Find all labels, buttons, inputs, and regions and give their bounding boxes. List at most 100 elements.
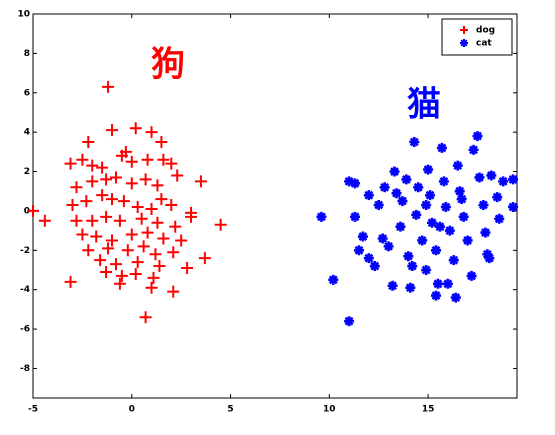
point <box>141 153 154 166</box>
point <box>383 241 394 252</box>
point <box>76 228 89 241</box>
point <box>66 199 79 212</box>
point <box>171 169 184 182</box>
point <box>64 157 77 170</box>
point <box>86 175 99 188</box>
point <box>409 137 420 147</box>
point <box>373 200 384 211</box>
point <box>165 157 178 170</box>
point <box>82 136 95 148</box>
point <box>417 235 428 246</box>
point <box>363 190 374 201</box>
x-tick-label: -5 <box>28 405 38 415</box>
x-tick-label: 15 <box>422 405 435 415</box>
point <box>38 214 51 227</box>
x-tick-label: 0 <box>129 405 135 415</box>
point <box>129 267 142 280</box>
point <box>115 149 128 162</box>
point <box>157 153 170 166</box>
point <box>458 211 469 222</box>
point <box>379 182 390 193</box>
legend-box <box>441 18 513 56</box>
x-tick-label: 10 <box>323 405 336 415</box>
y-tick-label: 8 <box>24 49 30 59</box>
point <box>397 196 408 207</box>
point <box>395 221 406 232</box>
point <box>377 233 388 244</box>
point <box>185 210 198 223</box>
point <box>472 131 483 142</box>
point <box>141 226 154 239</box>
point <box>431 290 442 301</box>
point <box>427 217 438 228</box>
point <box>444 225 455 236</box>
point <box>482 249 493 260</box>
point <box>155 136 168 148</box>
point <box>145 281 158 294</box>
point <box>198 252 211 265</box>
point <box>86 214 99 227</box>
point <box>442 278 453 289</box>
point <box>474 172 485 183</box>
point <box>117 195 130 208</box>
point <box>423 164 434 175</box>
point <box>316 211 327 222</box>
point <box>106 234 119 247</box>
point <box>139 173 152 186</box>
point <box>139 311 152 324</box>
point <box>391 188 402 199</box>
point <box>113 214 126 227</box>
point <box>353 245 364 256</box>
point <box>113 277 126 290</box>
point <box>100 265 113 278</box>
y-tick-label: -8 <box>20 364 30 374</box>
point <box>151 179 164 192</box>
point <box>149 248 162 261</box>
point <box>115 269 128 282</box>
point <box>468 144 479 155</box>
point <box>100 173 113 186</box>
point <box>102 80 115 93</box>
y-tick-label: 4 <box>24 128 30 138</box>
annotation: 猫 <box>407 85 441 125</box>
point <box>137 240 150 253</box>
point <box>129 122 142 135</box>
point <box>438 176 449 187</box>
point <box>169 220 182 233</box>
point <box>96 189 109 202</box>
point <box>440 201 451 212</box>
point <box>508 174 519 185</box>
point <box>109 258 122 271</box>
point <box>344 316 355 327</box>
point <box>102 242 115 255</box>
point <box>167 246 180 259</box>
point <box>436 142 447 153</box>
point <box>432 278 443 289</box>
point <box>411 209 422 220</box>
y-tick-label: -4 <box>20 285 30 295</box>
point <box>80 195 93 208</box>
point <box>480 227 491 238</box>
point <box>484 253 495 264</box>
point <box>175 234 188 247</box>
point <box>405 282 416 293</box>
point <box>421 200 432 211</box>
point <box>462 235 473 246</box>
y-tick-label: 0 <box>24 206 30 216</box>
point <box>125 177 138 190</box>
point <box>94 254 107 267</box>
point <box>478 200 489 211</box>
point <box>27 204 39 217</box>
y-tick-label: 6 <box>24 88 30 98</box>
point <box>121 244 134 257</box>
point <box>452 160 463 171</box>
point <box>401 174 412 185</box>
point <box>194 175 207 188</box>
legend-marker <box>460 26 468 34</box>
x-tick-label: 5 <box>227 405 233 415</box>
point <box>450 292 461 303</box>
point <box>106 193 119 206</box>
point <box>403 251 414 262</box>
point <box>498 176 509 187</box>
